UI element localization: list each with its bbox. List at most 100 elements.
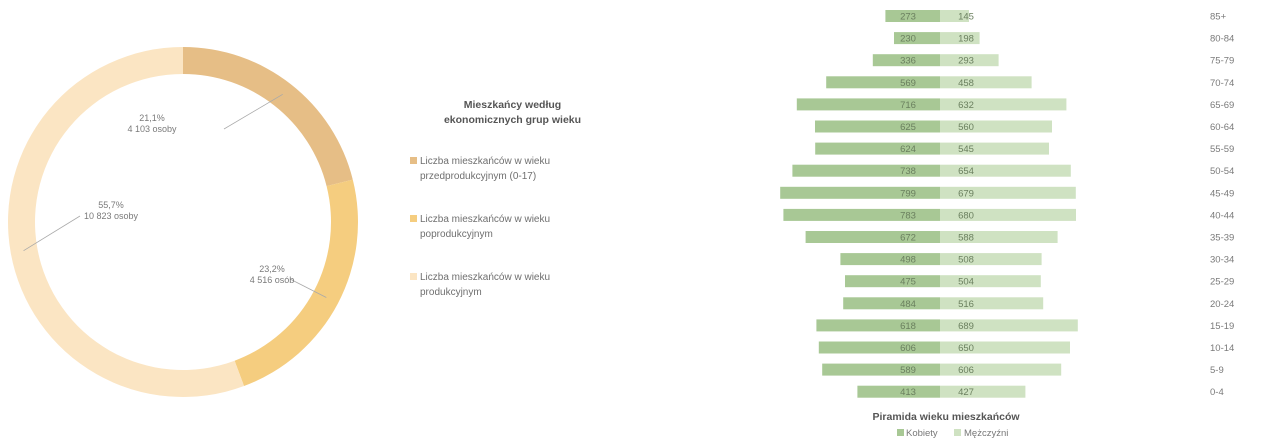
bar-label-mezczyzni: 588 [958,233,974,244]
bar-mezczyzni [940,186,1076,199]
age-group-label: 15-19 [1210,321,1234,332]
donut-slice-postproductive [234,179,358,387]
bar-label-kobiety: 498 [900,255,916,266]
bar-label-kobiety: 799 [900,188,916,199]
bar-label-kobiety: 589 [900,365,916,376]
age-group-label: 40-44 [1210,210,1234,221]
legend-swatch-mezczyzni [954,429,961,436]
age-group-label: 70-74 [1210,78,1234,89]
bar-label-mezczyzni: 679 [958,188,974,199]
bar-label-mezczyzni: 606 [958,365,974,376]
age-group-label: 20-24 [1210,299,1234,310]
bar-kobiety [815,120,940,133]
bar-label-kobiety: 783 [900,210,916,221]
bar-label-kobiety: 738 [900,166,916,177]
bar-label-kobiety: 569 [900,78,916,89]
bar-label-mezczyzni: 427 [958,387,974,398]
donut-slice-productive [8,47,245,397]
age-group-label: 10-14 [1210,343,1234,354]
legend-swatch-kobiety [897,429,904,436]
bar-label-mezczyzni: 293 [958,56,974,67]
legend-label: Liczba mieszkańców w wieku [420,272,551,283]
bar-mezczyzni [940,120,1052,133]
bar-label-kobiety: 624 [900,144,916,155]
bar-kobiety [845,275,940,288]
bar-label-kobiety: 336 [900,56,916,67]
bar-label-mezczyzni: 650 [958,343,974,354]
age-group-label: 35-39 [1210,233,1234,244]
bar-label-kobiety: 606 [900,343,916,354]
pyramid-title: Piramida wieku mieszkańców [872,411,1020,423]
bar-mezczyzni [940,10,969,22]
legend-title-line: Mieszkańcy według [463,99,562,111]
bar-kobiety [816,319,940,332]
bar-mezczyzni [940,54,999,67]
bar-kobiety [818,341,940,354]
donut-leader-line [289,278,327,298]
bar-label-mezczyzni: 198 [958,34,974,45]
legend-label: Liczba mieszkańców w wieku [420,156,551,167]
bar-mezczyzni [940,231,1058,243]
legend-label: poprodukcyjnym [420,229,493,240]
legend-label-kobiety: Kobiety [906,428,938,439]
legend-label-mezczyzni: Mężczyźni [964,428,1008,439]
bar-label-mezczyzni: 632 [958,100,974,111]
age-group-label: 50-54 [1210,166,1234,177]
bar-mezczyzni [940,297,1044,310]
age-group-label: 0-4 [1210,387,1224,398]
donut-leader-line [223,93,283,130]
legend-label: produkcyjnym [420,287,482,298]
donut-count-label: 4 516 osób [250,275,295,285]
legend-title-line: ekonomicznych grup wieku [443,114,582,126]
bar-label-kobiety: 230 [900,34,916,45]
bar-kobiety [840,253,940,266]
bar-kobiety [872,54,940,67]
age-group-label: 5-9 [1210,365,1224,376]
age-group-label: 75-79 [1210,56,1234,67]
bar-mezczyzni [940,142,1049,155]
legend-swatch [410,157,417,164]
bar-kobiety [805,231,940,243]
age-group-label: 65-69 [1210,100,1234,111]
bar-mezczyzni [940,341,1070,354]
legend-item-preproductive: Liczba mieszkańców w wieku przedprodukcy… [410,154,615,184]
bar-kobiety [826,76,940,89]
bar-label-kobiety: 413 [900,387,916,398]
bar-mezczyzni [940,363,1062,376]
bar-kobiety [857,385,940,398]
bar-kobiety [780,186,940,199]
bar-mezczyzni [940,385,1026,398]
bar-mezczyzni [940,32,980,45]
age-group-label: 45-49 [1210,188,1234,199]
age-group-label: 85+ [1210,12,1227,23]
legend-item-productive: Liczba mieszkańców w wieku produkcyjnym [410,270,615,300]
bar-mezczyzni [940,98,1067,111]
bar-label-mezczyzni: 508 [958,255,974,266]
bar-label-mezczyzni: 560 [958,122,974,133]
bar-label-kobiety: 484 [900,299,916,310]
age-group-label: 60-64 [1210,122,1234,133]
donut-legend: Mieszkańcy według ekonomicznych grup wie… [410,98,615,328]
legend-swatch [410,273,417,280]
bar-label-kobiety: 273 [900,12,916,23]
bar-label-kobiety: 716 [900,100,916,111]
age-group-label: 30-34 [1210,255,1234,266]
age-group-label: 25-29 [1210,277,1234,288]
donut-percent-label: 23,2% [259,264,285,274]
legend-label: przedprodukcyjnym (0-17) [420,171,537,182]
population-pyramid-chart: 273 145 85+ 230 198 80-84 336 293 75-79 569 458 70-… [780,10,1234,439]
bar-kobiety [815,142,940,155]
legend-item-postproductive: Liczba mieszkańców w wieku poprodukcyjny… [410,212,615,242]
age-group-label: 80-84 [1210,34,1234,45]
bar-label-kobiety: 475 [900,277,916,288]
bar-mezczyzni [940,253,1042,266]
bar-label-mezczyzni: 545 [958,144,974,155]
bar-mezczyzni [940,208,1076,221]
bar-kobiety [796,98,940,111]
age-group-label: 55-59 [1210,144,1234,155]
bar-mezczyzni [940,275,1041,288]
donut-percent-label: 55,7% [98,200,124,210]
bar-label-mezczyzni: 680 [958,210,974,221]
bar-label-mezczyzni: 504 [958,277,974,288]
donut-count-label: 4 103 osoby [127,124,177,134]
